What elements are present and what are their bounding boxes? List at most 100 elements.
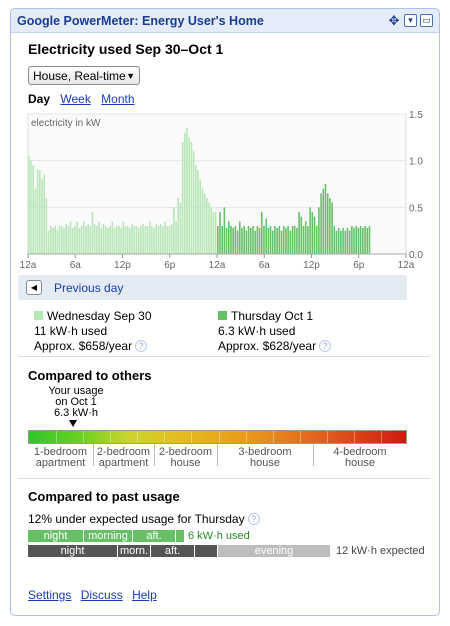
tab-day[interactable]: Day bbox=[28, 92, 51, 106]
maximize-icon[interactable]: ▭ bbox=[420, 14, 433, 27]
gradient-segment-divider bbox=[110, 431, 112, 443]
category-separator bbox=[313, 444, 314, 466]
chart-bar bbox=[298, 212, 300, 254]
chart-bar bbox=[162, 226, 164, 254]
day-stat-cost: Approx. $628/year bbox=[218, 339, 317, 353]
actual-segment-night: night bbox=[28, 530, 83, 542]
category-line: 1-bedroom bbox=[33, 446, 88, 458]
chart-bar bbox=[329, 198, 331, 254]
chart-bar bbox=[219, 212, 221, 254]
chart-bar bbox=[120, 227, 122, 254]
arrow-left-icon[interactable]: ◀ bbox=[26, 280, 42, 295]
chart-y-tick: 1.0 bbox=[409, 157, 423, 168]
chart-bar bbox=[289, 230, 292, 254]
help-question-icon[interactable]: ? bbox=[135, 340, 148, 352]
gradient-segment-divider bbox=[245, 431, 247, 443]
chart-bar bbox=[245, 230, 248, 254]
chart-bar bbox=[74, 226, 76, 254]
chart-bar bbox=[164, 221, 166, 254]
your-usage-line: on Oct 1 bbox=[55, 396, 97, 408]
category-line: house bbox=[345, 457, 375, 469]
chart-bar bbox=[41, 179, 43, 254]
chart-bar bbox=[115, 226, 118, 254]
chart-bar bbox=[359, 226, 362, 254]
chart-bar bbox=[190, 142, 193, 254]
chart-bar bbox=[271, 230, 274, 254]
chart-bar bbox=[137, 227, 140, 254]
chart-bar bbox=[324, 184, 327, 254]
footer-links: Settings Discuss Help bbox=[28, 588, 163, 602]
chart-bar bbox=[126, 226, 129, 254]
chart-bar bbox=[170, 224, 173, 254]
chart-bar bbox=[45, 198, 48, 254]
gradient-segment-divider bbox=[191, 431, 193, 443]
chart-bar bbox=[368, 226, 371, 254]
chart-bar bbox=[267, 227, 270, 254]
chart-y-label: electricity in kW bbox=[31, 118, 101, 129]
legend-swatch-wednesday bbox=[34, 311, 43, 320]
chart-bar bbox=[212, 212, 215, 254]
chart-bar bbox=[52, 227, 54, 254]
chart-x-tick: 12a bbox=[20, 260, 37, 271]
move-icon[interactable]: ✥ bbox=[388, 13, 400, 28]
category-label-3br-house: 3-bedroom house bbox=[217, 447, 313, 469]
chart-bar bbox=[282, 226, 285, 254]
expected-segment-late-afternoon bbox=[195, 545, 217, 557]
chart-bar bbox=[326, 193, 329, 254]
gadget-titlebar: Google PowerMeter: Energy User's Home ✥ … bbox=[11, 9, 439, 33]
chart-bar bbox=[159, 224, 162, 254]
chart-bar bbox=[366, 227, 369, 254]
chart-bar bbox=[285, 227, 287, 254]
chart-bar bbox=[179, 202, 182, 254]
chart-bar bbox=[142, 224, 144, 254]
chart-bar bbox=[203, 193, 206, 254]
chart-bar bbox=[206, 198, 208, 254]
chart-bar bbox=[243, 226, 245, 254]
category-line: apartment bbox=[35, 457, 86, 469]
chart-bar bbox=[133, 226, 136, 254]
category-label-1br-apartment: 1-bedroom apartment bbox=[28, 447, 93, 469]
gradient-segment-divider bbox=[218, 431, 220, 443]
your-usage-line: Your usage bbox=[48, 385, 104, 397]
tab-month[interactable]: Month bbox=[101, 92, 135, 106]
chart-bar bbox=[181, 142, 184, 254]
gradient-segment-divider bbox=[299, 431, 301, 443]
chart-bar bbox=[302, 226, 305, 254]
source-select[interactable]: House, Real-time ▼ bbox=[28, 66, 140, 85]
usage-pointer-icon bbox=[69, 420, 78, 427]
previous-day-link[interactable]: Previous day bbox=[54, 280, 124, 295]
gradient-segment-divider bbox=[272, 431, 274, 443]
category-separator bbox=[93, 444, 94, 466]
chart-bar bbox=[56, 229, 59, 254]
help-question-icon[interactable]: ? bbox=[247, 513, 260, 525]
expected-segment-evening: evening bbox=[218, 545, 330, 557]
settings-link[interactable]: Settings bbox=[28, 588, 72, 602]
previous-day-bar[interactable]: ◀ Previous day bbox=[18, 275, 407, 300]
chart-bar bbox=[342, 227, 344, 254]
help-link[interactable]: Help bbox=[132, 588, 157, 602]
tab-week[interactable]: Week bbox=[60, 92, 91, 106]
chart-bar bbox=[166, 226, 169, 254]
chart-bar bbox=[296, 227, 298, 254]
chart-bar bbox=[118, 226, 120, 254]
chart-bar bbox=[362, 227, 364, 254]
chart-bar bbox=[344, 230, 347, 254]
category-line: 2-bedroom bbox=[158, 446, 213, 458]
gradient-segment-divider bbox=[56, 431, 58, 443]
chart-bar bbox=[113, 227, 116, 254]
chart-bar bbox=[30, 160, 32, 254]
chart-bar bbox=[364, 226, 366, 254]
chart-bar bbox=[34, 188, 37, 254]
chart-bar bbox=[151, 226, 153, 254]
your-usage-label: Your usage on Oct 1 6.3 kW·h bbox=[44, 386, 108, 419]
chart-bar bbox=[80, 226, 83, 254]
chart-bar bbox=[98, 221, 100, 254]
help-question-icon[interactable]: ? bbox=[319, 340, 332, 352]
gradient-segment-divider bbox=[164, 431, 166, 443]
chart-bar bbox=[60, 226, 63, 254]
discuss-link[interactable]: Discuss bbox=[80, 588, 123, 602]
chart-bar bbox=[168, 226, 171, 254]
past-usage-summary: 12% under expected usage for Thursday? bbox=[28, 512, 260, 526]
chart-bar bbox=[122, 221, 125, 254]
menu-dropdown-icon[interactable]: ▾ bbox=[404, 14, 417, 27]
